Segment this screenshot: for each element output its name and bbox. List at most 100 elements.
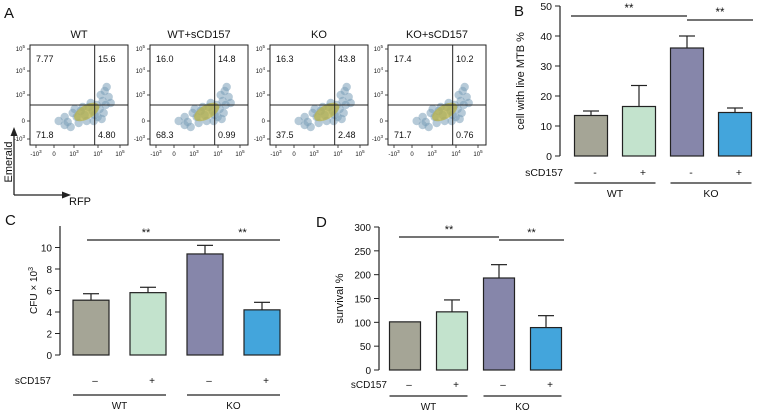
tick-exponent: 4 <box>142 66 145 71</box>
tick-exponent: 5 <box>22 44 25 49</box>
tick-exponent: 3 <box>279 149 282 154</box>
emerald-axis-label: Emerald <box>3 142 15 183</box>
x-tick-label: 105 <box>355 149 365 158</box>
bar <box>529 326 563 371</box>
flow-plot-title: KO <box>311 29 327 41</box>
tick-exponent: 3 <box>22 134 25 139</box>
treatment-sign: – <box>406 380 412 391</box>
bar <box>482 277 516 371</box>
group-label: WT <box>421 402 437 410</box>
tick-exponent: 3 <box>39 149 42 154</box>
treatment-sign: - <box>689 167 693 179</box>
y-axis-label-exponent: 3 <box>28 267 35 271</box>
y-tick-label: 0 <box>546 151 552 163</box>
quadrant-lower-right: 4.80 <box>98 130 116 140</box>
flow-density-core <box>314 102 340 122</box>
y-tick-label: 104 <box>16 66 26 75</box>
y-tick-label: 0 <box>365 366 371 377</box>
flow-event-cluster <box>222 82 231 92</box>
y-tick-label: 104 <box>256 66 266 75</box>
tick-exponent: 4 <box>262 66 265 71</box>
y-tick-label: -103 <box>372 134 384 143</box>
tick-exponent: 3 <box>142 134 145 139</box>
flow-event-cluster <box>190 104 199 114</box>
y-tick-label: 8 <box>46 265 52 276</box>
y-tick-label: 103 <box>136 90 146 99</box>
y-tick-label: 20 <box>540 91 552 103</box>
x-tick-label: 0 <box>410 152 414 158</box>
treatment-sign: + <box>149 376 155 387</box>
x-tick-label: -103 <box>30 149 42 158</box>
quadrant-upper-left: 7.77 <box>36 54 54 64</box>
flow-event-cluster <box>418 120 427 130</box>
tick-exponent: 5 <box>142 44 145 49</box>
flow-plot: KO 16.3 43.8 37.5 2.48 105 104 103 0 -103 -103 0 103… <box>254 29 369 158</box>
y-tick-label: 105 <box>256 44 266 53</box>
flow-event-cluster <box>460 82 469 92</box>
significance-label: ** <box>527 227 536 239</box>
significance-label: ** <box>625 3 634 15</box>
panel-a-letter: A <box>4 5 14 22</box>
flow-plot-title: WT+sCD157 <box>167 29 230 41</box>
flow-event-cluster <box>294 116 303 126</box>
tick-exponent: 5 <box>122 149 125 154</box>
y-tick-label: 300 <box>354 223 371 234</box>
y-tick-label: 150 <box>354 295 371 306</box>
y-tick-label: 0 <box>142 119 146 125</box>
treatment-label: sCD157 <box>351 380 388 391</box>
flow-plot: WT 7.77 15.6 71.8 4.80 105 104 103 0 -103 -103 0 103… <box>14 29 129 158</box>
bar <box>621 105 657 157</box>
y-tick-label: 0 <box>22 119 26 125</box>
group-label: KO <box>226 401 241 410</box>
flow-event-cluster <box>300 120 309 130</box>
x-tick-label: 105 <box>473 149 483 158</box>
tick-exponent: 3 <box>380 90 383 95</box>
significance-label: ** <box>716 7 725 19</box>
group-label: WT <box>607 188 624 200</box>
flow-event-cluster <box>428 104 437 114</box>
y-tick-label: 4 <box>46 308 52 319</box>
x-tick-label: 105 <box>115 149 125 158</box>
quadrant-lower-left: 71.7 <box>394 130 412 140</box>
flow-event-cluster <box>346 98 355 108</box>
quadrant-lower-left: 68.3 <box>156 130 174 140</box>
tick-exponent: 3 <box>196 149 199 154</box>
y-tick-label: 6 <box>46 287 52 298</box>
y-tick-label: 105 <box>16 44 26 53</box>
y-tick-label: 0 <box>380 119 384 125</box>
tick-exponent: 5 <box>362 149 365 154</box>
tick-exponent: 5 <box>380 44 383 49</box>
tick-exponent: 5 <box>480 149 483 154</box>
x-tick-label: 103 <box>427 149 437 158</box>
flow-plot-title: KO+sCD157 <box>406 29 468 41</box>
group-label: KO <box>703 188 718 200</box>
y-tick-label: -103 <box>134 134 146 143</box>
quadrant-upper-left: 16.0 <box>156 54 174 64</box>
y-tick-label: -103 <box>14 134 26 143</box>
significance-label: ** <box>445 224 454 236</box>
panel-c-letter: C <box>5 212 16 229</box>
treatment-sign: + <box>736 167 742 179</box>
quadrant-lower-right: 2.48 <box>338 130 356 140</box>
x-tick-label: 104 <box>451 149 461 158</box>
tick-exponent: 3 <box>262 134 265 139</box>
x-tick-label: 103 <box>189 149 199 158</box>
quadrant-upper-left: 17.4 <box>394 54 412 64</box>
treatment-sign: + <box>640 167 646 179</box>
y-tick-label: 0 <box>262 119 266 125</box>
x-tick-label: 0 <box>52 152 56 158</box>
flow-event-cluster <box>209 116 218 126</box>
x-tick-label: 104 <box>93 149 103 158</box>
treatment-label: sCD157 <box>525 167 563 179</box>
quadrant-lower-right: 0.99 <box>218 130 236 140</box>
tick-exponent: 3 <box>142 90 145 95</box>
treatment-sign: - <box>593 167 597 179</box>
flow-event-cluster <box>89 116 98 126</box>
flow-event-cluster <box>54 116 63 126</box>
tick-exponent: 4 <box>458 149 461 154</box>
x-tick-label: -103 <box>270 149 282 158</box>
bar <box>573 114 609 157</box>
treatment-sign: – <box>500 380 506 391</box>
bar <box>129 292 167 356</box>
quadrant-upper-left: 16.3 <box>276 54 294 64</box>
